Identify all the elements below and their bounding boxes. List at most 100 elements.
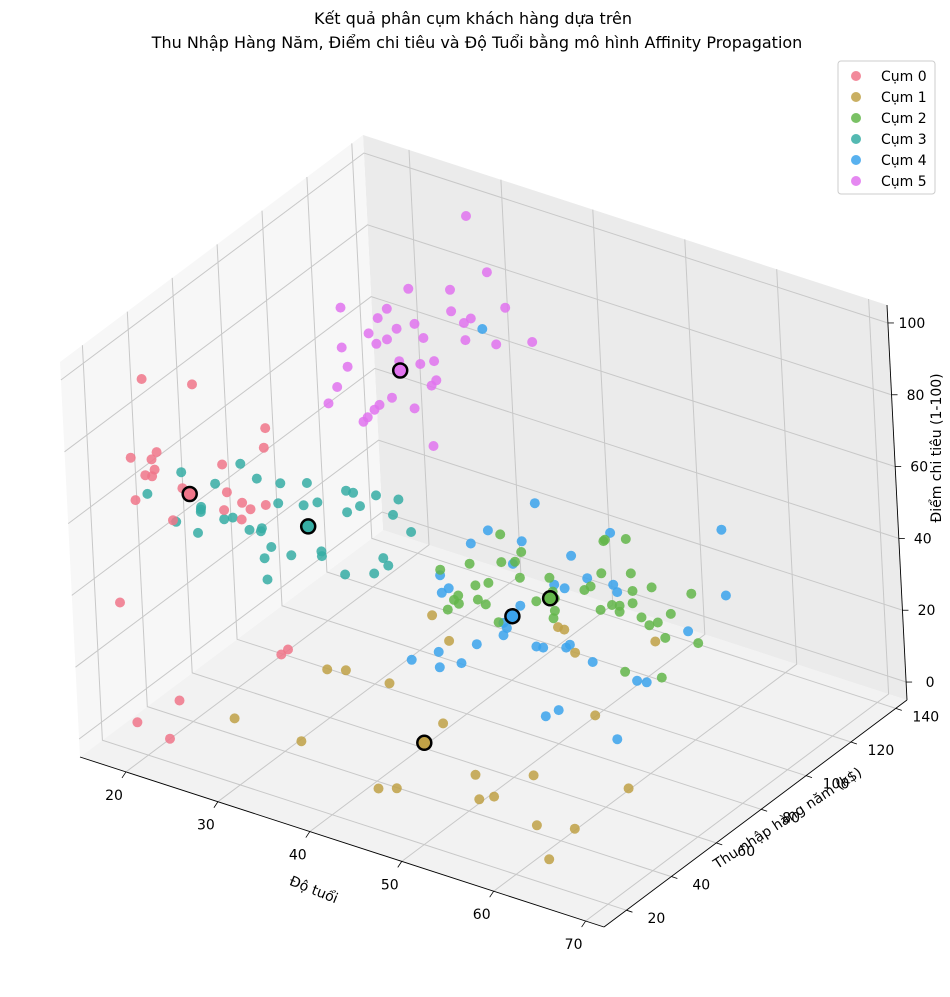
y-tick-label: 140 (912, 709, 939, 725)
data-point (406, 527, 417, 537)
data-point (607, 600, 617, 610)
data-point (168, 515, 178, 526)
data-point (260, 500, 271, 510)
data-point (559, 583, 570, 594)
data-point (544, 572, 555, 583)
y-tick-mark (626, 909, 633, 913)
x-tick-label: 50 (381, 877, 399, 893)
data-point (429, 356, 440, 367)
data-point (260, 423, 271, 434)
data-point (569, 823, 580, 834)
data-point (227, 512, 238, 523)
data-point (219, 505, 230, 516)
data-point (355, 501, 365, 512)
y-tick-mark (895, 708, 902, 711)
data-point (438, 718, 449, 729)
data-points (115, 211, 731, 865)
data-point (456, 658, 467, 669)
data-point (210, 478, 221, 489)
legend-marker (851, 71, 861, 81)
data-point (549, 605, 560, 616)
data-point (431, 375, 442, 386)
data-point (428, 441, 439, 451)
x-tick-label: 20 (105, 788, 123, 804)
data-point (582, 573, 593, 584)
cluster-center-marker (416, 734, 433, 752)
data-point (146, 454, 157, 465)
data-point (686, 588, 697, 599)
data-point (453, 590, 464, 601)
floor-pane (80, 530, 907, 927)
data-point (298, 500, 309, 511)
data-point (435, 564, 446, 575)
data-point (510, 556, 520, 567)
data-point (461, 211, 471, 221)
data-point (481, 267, 492, 278)
data-point (650, 636, 661, 647)
data-point (132, 717, 143, 728)
data-point (477, 324, 488, 334)
data-point (538, 642, 549, 653)
axis-lines (79, 304, 908, 928)
data-point (312, 497, 323, 508)
data-point (245, 504, 256, 515)
chart-title-line1: Kết quả phân cụm khách hàng dựa trên (314, 9, 632, 28)
data-point (566, 550, 577, 561)
data-point (540, 711, 551, 722)
data-point (442, 604, 453, 615)
data-point (340, 665, 351, 676)
data-point (595, 604, 606, 615)
data-point (342, 361, 353, 372)
data-point (496, 557, 507, 568)
y-tick-label: 100 (823, 777, 850, 793)
data-point (627, 586, 638, 596)
data-point (465, 538, 476, 549)
data-point (516, 547, 527, 557)
data-point (115, 597, 125, 608)
data-point (482, 525, 493, 536)
z-tick-label: 40 (914, 531, 932, 547)
data-point (716, 524, 727, 535)
data-point (683, 626, 694, 637)
data-point (323, 398, 334, 409)
z-tick-label: 100 (899, 316, 926, 332)
x-tick-label: 40 (289, 848, 307, 864)
data-point (605, 527, 616, 538)
x-tick-label: 70 (565, 937, 583, 953)
data-point (342, 507, 353, 518)
y-tick-label: 120 (868, 743, 895, 759)
cluster-center-marker (181, 485, 198, 503)
grid-line-y (126, 311, 672, 878)
data-point (587, 657, 598, 667)
data-point (335, 302, 346, 313)
y-tick-label: 60 (737, 844, 755, 860)
data-point (660, 632, 671, 643)
data-point (627, 598, 638, 609)
data-point (391, 783, 402, 794)
data-point (495, 529, 506, 540)
grid-line-x (585, 298, 890, 922)
grid-line-x (125, 149, 430, 773)
data-point (625, 568, 636, 579)
grid-line-x (493, 269, 798, 892)
data-point (369, 568, 380, 579)
z-tick-label: 0 (926, 675, 935, 691)
data-point (612, 587, 623, 598)
data-point (445, 284, 455, 295)
data-point (237, 497, 248, 508)
data-point (585, 581, 596, 592)
legend-box (837, 60, 936, 195)
data-point (493, 617, 504, 628)
data-point (483, 577, 494, 588)
data-point (656, 672, 667, 683)
data-point (474, 794, 485, 805)
data-point (273, 498, 284, 509)
data-point (472, 594, 483, 605)
y-tick-mark (760, 808, 768, 812)
x-tick-mark (121, 771, 127, 779)
x-tick-mark (489, 890, 495, 898)
data-point (187, 379, 197, 390)
data-point (632, 675, 643, 686)
grid-line-y (261, 210, 807, 777)
